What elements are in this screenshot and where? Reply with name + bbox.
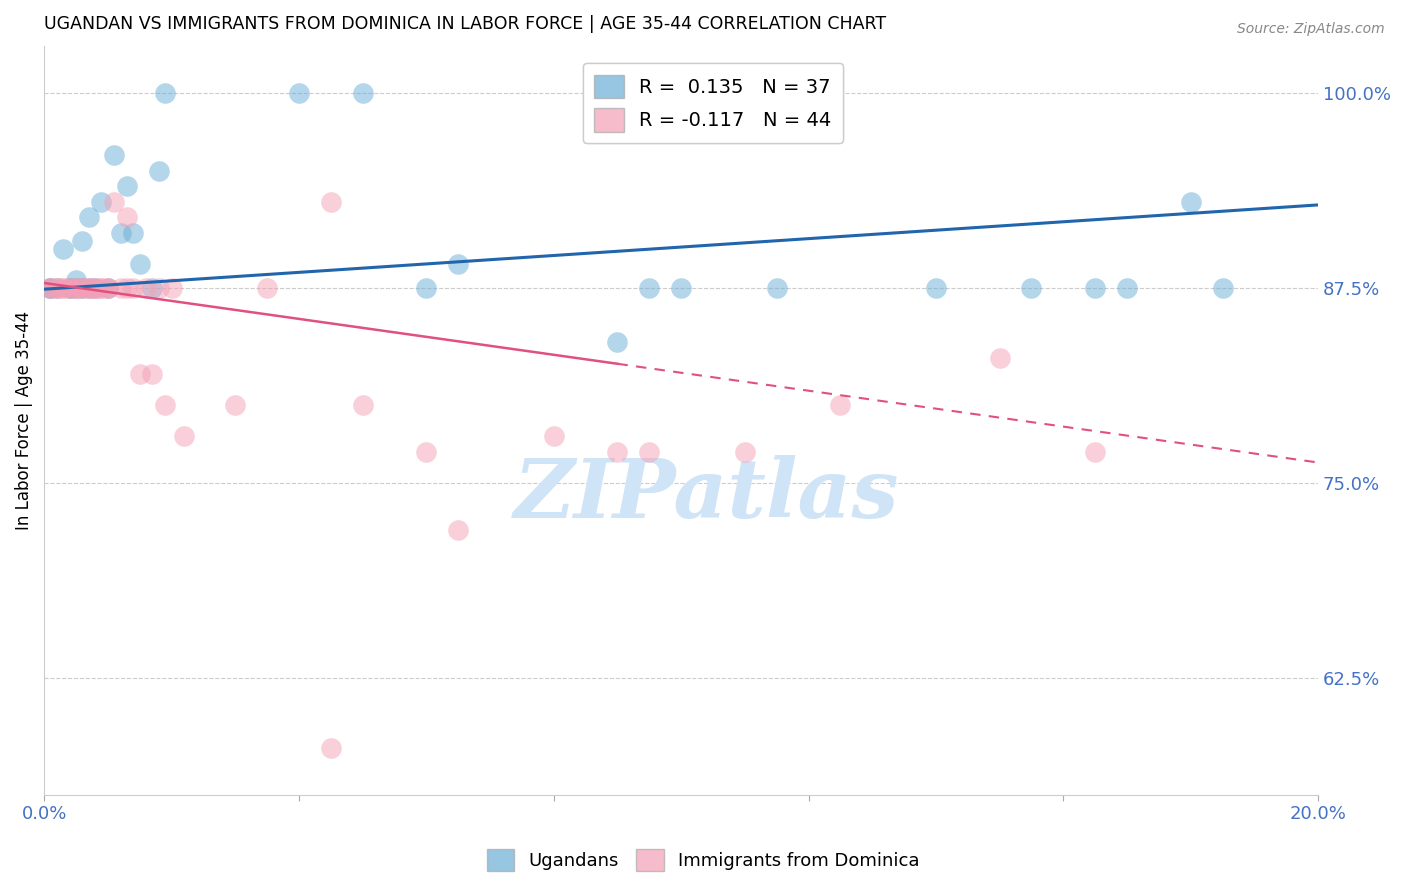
- Point: [173, 429, 195, 443]
- Point: [58, 280, 80, 294]
- Point: [830, 398, 852, 412]
- Point: [1021, 280, 1043, 294]
- Point: [97, 280, 120, 294]
- Point: [77, 280, 100, 294]
- Point: [288, 86, 311, 100]
- Text: ZIPatlas: ZIPatlas: [513, 455, 900, 535]
- Point: [52, 280, 75, 294]
- Point: [141, 280, 163, 294]
- Point: [160, 280, 183, 294]
- Point: [65, 280, 87, 294]
- Point: [39, 280, 62, 294]
- Point: [1212, 280, 1234, 294]
- Point: [1180, 194, 1202, 209]
- Point: [606, 335, 628, 350]
- Point: [115, 211, 138, 225]
- Point: [58, 280, 80, 294]
- Point: [115, 280, 138, 294]
- Point: [1084, 444, 1107, 458]
- Point: [97, 280, 120, 294]
- Point: [90, 280, 112, 294]
- Point: [103, 194, 125, 209]
- Point: [110, 226, 132, 240]
- Point: [319, 741, 342, 756]
- Point: [115, 179, 138, 194]
- Point: [447, 523, 470, 537]
- Point: [319, 194, 342, 209]
- Point: [39, 280, 62, 294]
- Point: [72, 280, 94, 294]
- Point: [52, 242, 75, 256]
- Point: [606, 444, 628, 458]
- Point: [148, 163, 170, 178]
- Point: [669, 280, 692, 294]
- Point: [638, 444, 661, 458]
- Point: [925, 280, 948, 294]
- Point: [638, 280, 661, 294]
- Point: [84, 280, 107, 294]
- Point: [135, 280, 157, 294]
- Point: [45, 280, 67, 294]
- Point: [415, 444, 437, 458]
- Point: [543, 429, 565, 443]
- Point: [84, 280, 107, 294]
- Point: [90, 194, 112, 209]
- Point: [256, 280, 278, 294]
- Point: [77, 280, 100, 294]
- Point: [447, 257, 470, 271]
- Point: [103, 148, 125, 162]
- Point: [52, 280, 75, 294]
- Point: [352, 86, 374, 100]
- Point: [415, 280, 437, 294]
- Point: [765, 280, 787, 294]
- Legend: R =  0.135   N = 37, R = -0.117   N = 44: R = 0.135 N = 37, R = -0.117 N = 44: [583, 62, 844, 144]
- Point: [77, 211, 100, 225]
- Point: [148, 280, 170, 294]
- Point: [128, 257, 150, 271]
- Point: [1116, 280, 1139, 294]
- Point: [58, 280, 80, 294]
- Point: [84, 280, 107, 294]
- Point: [1084, 280, 1107, 294]
- Point: [153, 86, 176, 100]
- Point: [352, 398, 374, 412]
- Point: [72, 280, 94, 294]
- Point: [153, 398, 176, 412]
- Point: [45, 280, 67, 294]
- Point: [988, 351, 1011, 365]
- Y-axis label: In Labor Force | Age 35-44: In Labor Force | Age 35-44: [15, 310, 32, 530]
- Point: [734, 444, 756, 458]
- Point: [122, 226, 145, 240]
- Point: [110, 280, 132, 294]
- Point: [58, 280, 80, 294]
- Point: [65, 280, 87, 294]
- Point: [65, 280, 87, 294]
- Point: [141, 367, 163, 381]
- Text: UGANDAN VS IMMIGRANTS FROM DOMINICA IN LABOR FORCE | AGE 35-44 CORRELATION CHART: UGANDAN VS IMMIGRANTS FROM DOMINICA IN L…: [44, 15, 886, 33]
- Point: [39, 280, 62, 294]
- Point: [224, 398, 246, 412]
- Point: [39, 280, 62, 294]
- Point: [65, 273, 87, 287]
- Point: [45, 280, 67, 294]
- Point: [90, 280, 112, 294]
- Legend: Ugandans, Immigrants from Dominica: Ugandans, Immigrants from Dominica: [479, 842, 927, 879]
- Point: [122, 280, 145, 294]
- Point: [97, 280, 120, 294]
- Point: [128, 367, 150, 381]
- Point: [72, 234, 94, 248]
- Point: [72, 280, 94, 294]
- Point: [77, 280, 100, 294]
- Text: Source: ZipAtlas.com: Source: ZipAtlas.com: [1237, 22, 1385, 37]
